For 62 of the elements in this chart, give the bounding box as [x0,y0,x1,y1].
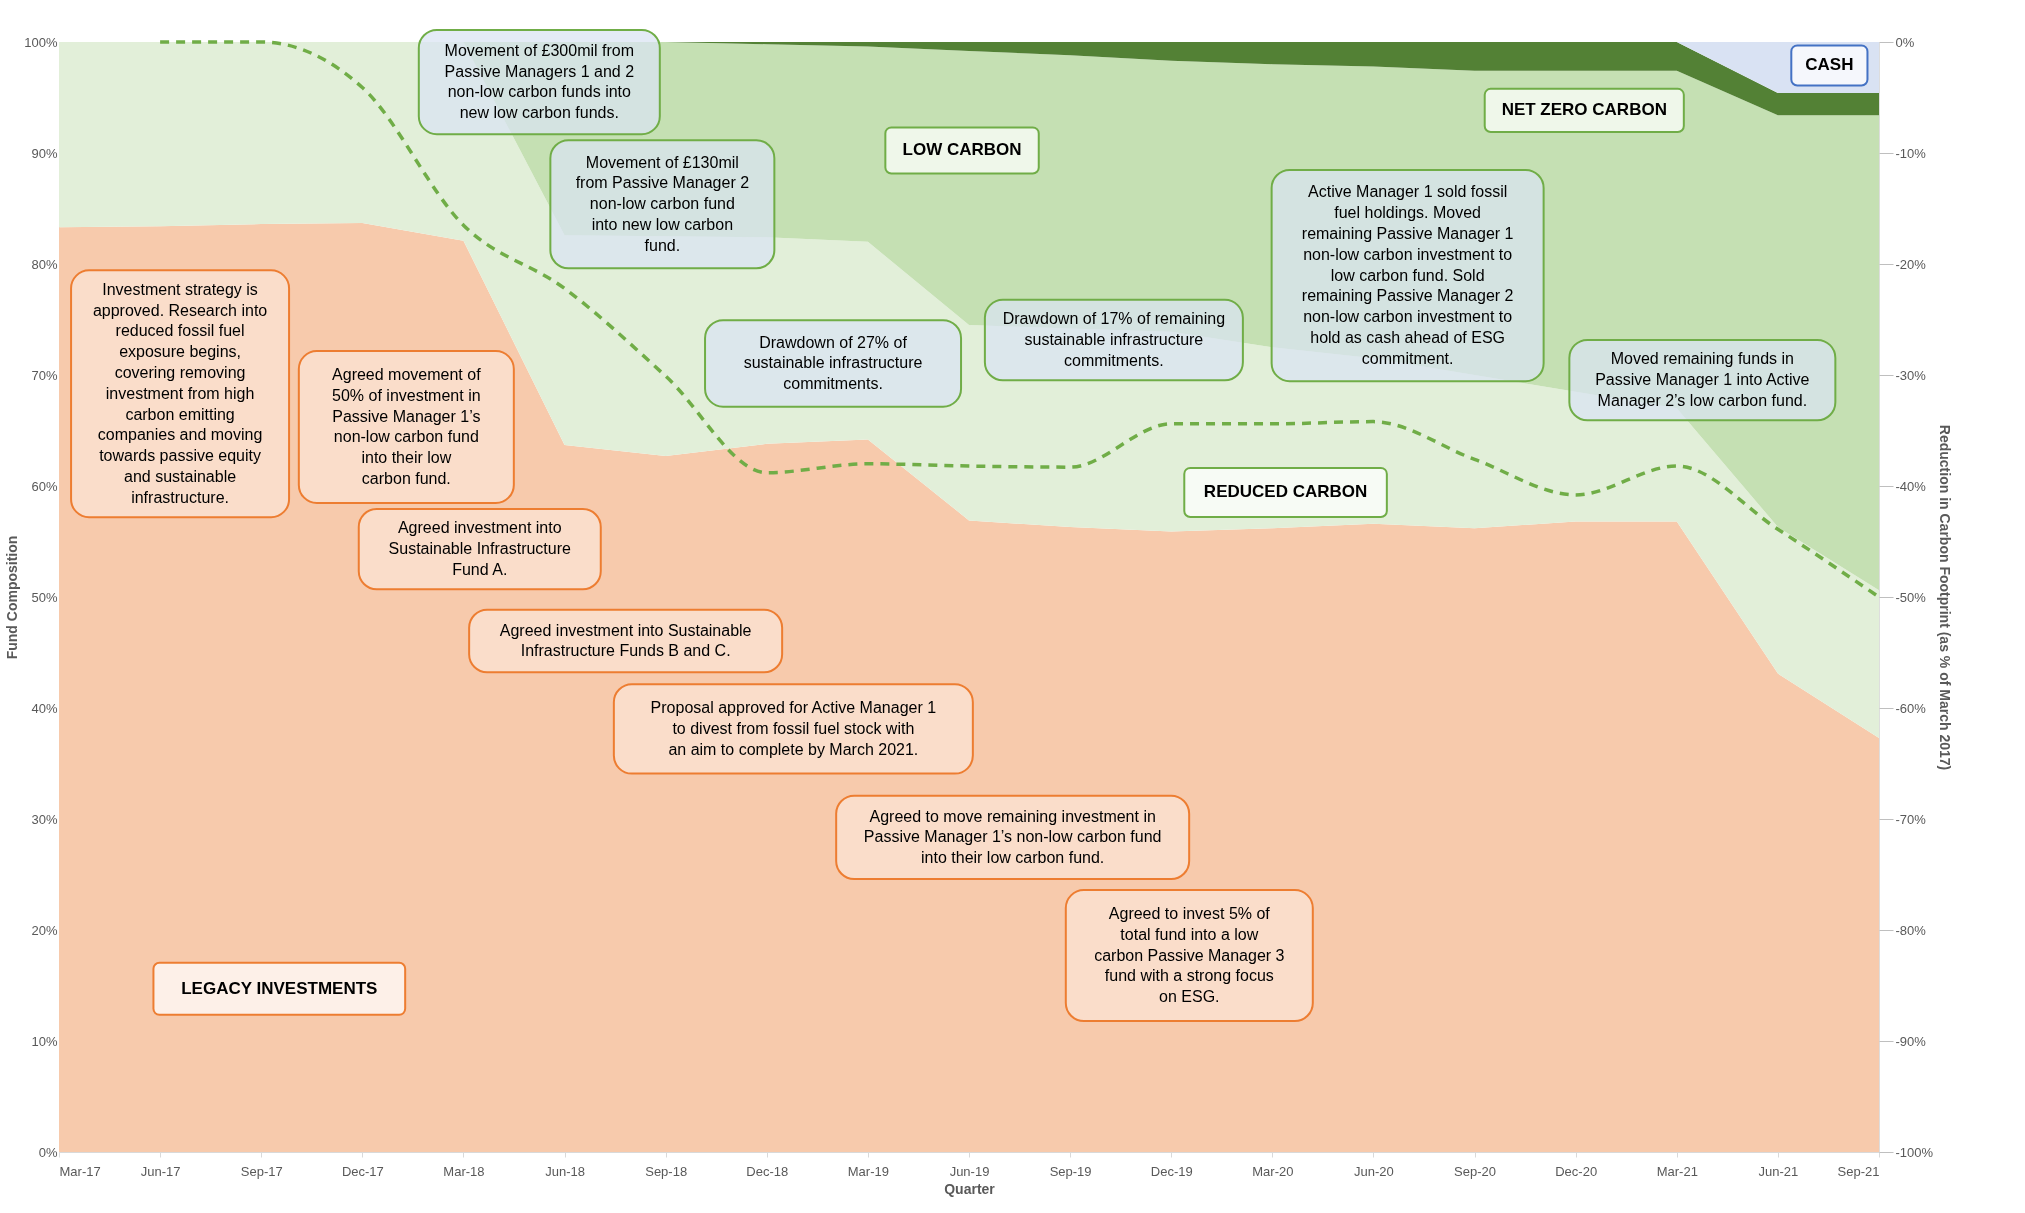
x-tick-label: Dec-20 [1555,1163,1598,1179]
annotation: Proposal approved for Active Manager 1 to divest from fossil fuel stock with an aim to complete by March 2021. [650,699,937,758]
x-tick-label: Mar-17 [59,1163,101,1179]
x-tick-label: Jun-18 [545,1163,585,1179]
y2-tick-label: -30% [1895,367,1927,383]
y2-tick-label: -40% [1895,478,1927,494]
y2-tick-label: -60% [1895,700,1927,716]
series-label: LEGACY INVESTMENTS [181,978,378,998]
y-tick-label: 10% [31,1033,58,1049]
y2-tick-label: -80% [1895,922,1927,938]
x-tick-label: Mar-18 [443,1163,485,1179]
annotation: Moved remaining funds in Passive Manager 1 into Active Manager 2’s low carbon fund. [1595,350,1810,409]
series-label: LOW CARBON [902,140,1022,160]
y2-tick-label: -90% [1895,1033,1927,1049]
y-axis-title: Fund Composition [4,535,21,660]
y2-tick-label: -100% [1895,1144,1934,1160]
x-tick-label: Mar-20 [1252,1163,1294,1179]
x-tick-label: Sep-17 [240,1163,283,1179]
annotation: Agreed investment into Sustainable Infrastructure Fund A. [388,519,572,578]
x-tick-label: Dec-19 [1150,1163,1193,1179]
y2-axis-title: Reduction in Carbon Footprint (as % of March 2017) [1937,424,1954,771]
x-tick-label: Mar-19 [847,1163,889,1179]
y2-tick-label: 0% [1895,34,1915,50]
x-tick-label: Jun-21 [1758,1163,1799,1179]
x-tick-label: Jun-19 [949,1163,990,1179]
y-tick-label: 20% [31,922,58,938]
y-tick-label: 80% [31,256,58,272]
x-tick-label: Dec-17 [341,1163,384,1179]
text: Active Manager 1 sold fossil fuel holdings. Moved remaining Passive Manager 1 non-low carbon investment to low carbon fund. Sold remaining Passive Manager 2 non-low carbon investment to hold as cash ahead of ESG commitment. [1301,183,1514,367]
annotation: Movement of £300mil from Passive Managers 1 and 2 non-low carbon funds into new low carbon funds. [444,41,635,122]
y-tick-label: 30% [31,811,58,827]
y-tick-label: 50% [31,589,58,605]
annotation: Drawdown of 17% of remaining sustainable infrastructure commitments. [1002,310,1226,369]
x-tick-label: Sep-19 [1049,1163,1092,1179]
series-label: CASH [1805,55,1854,75]
annotation: Agreed to move remaining investment in Passive Manager 1’s non-low carbon fund into their low carbon fund. [863,807,1162,867]
y-tick-label: 70% [31,367,58,383]
x-tick-label: Jun-17 [140,1163,181,1179]
x-axis-title: Quarter [944,1180,996,1197]
x-tick-label: Sep-20 [1454,1163,1497,1179]
y-tick-label: 40% [31,700,58,716]
annotation: Agreed investment into Sustainable Infrastructure Funds B and C. [499,621,752,660]
x-tick-label: Dec-18 [746,1163,789,1179]
y-tick-label: 90% [31,145,58,161]
annotation: Agreed to invest 5% of total fund into a low carbon Passive Manager 3 fund with a strong focus on ESG. [1094,905,1285,1006]
x-tick-label: Sep-18 [645,1163,688,1179]
y2-tick-label: -50% [1895,589,1927,605]
x-tick-label: Mar-21 [1656,1163,1698,1179]
annotation: Agreed movement of 50% of investment in Passive Manager 1’s non-low carbon fund into their low carbon fund. [332,365,482,487]
series-label: NET ZERO CARBON [1501,100,1667,120]
annotation: Drawdown of 27% of sustainable infrastructure commitments. [743,333,923,393]
annotation: Movement of £130mil from Passive Manager 2 non-low carbon fund into new low carbon fund. [575,153,750,254]
y-tick-label: 60% [31,478,58,494]
y2-tick-label: -10% [1895,145,1927,161]
series-label: REDUCED CARBON [1203,482,1368,502]
y-tick-label: 0% [38,1144,58,1160]
y2-tick-label: -20% [1895,256,1927,272]
x-tick-label: Sep-21 [1837,1163,1880,1179]
y2-tick-label: -70% [1895,811,1927,827]
y-tick-label: 100% [24,34,58,50]
x-tick-label: Jun-20 [1354,1163,1394,1179]
text: Investment strategy is approved. Research into reduced fossil fuel exposure begins, covering removing investment from high carbon emitting companies and moving towards passive equity and sustainable infrastructure. [92,280,268,506]
